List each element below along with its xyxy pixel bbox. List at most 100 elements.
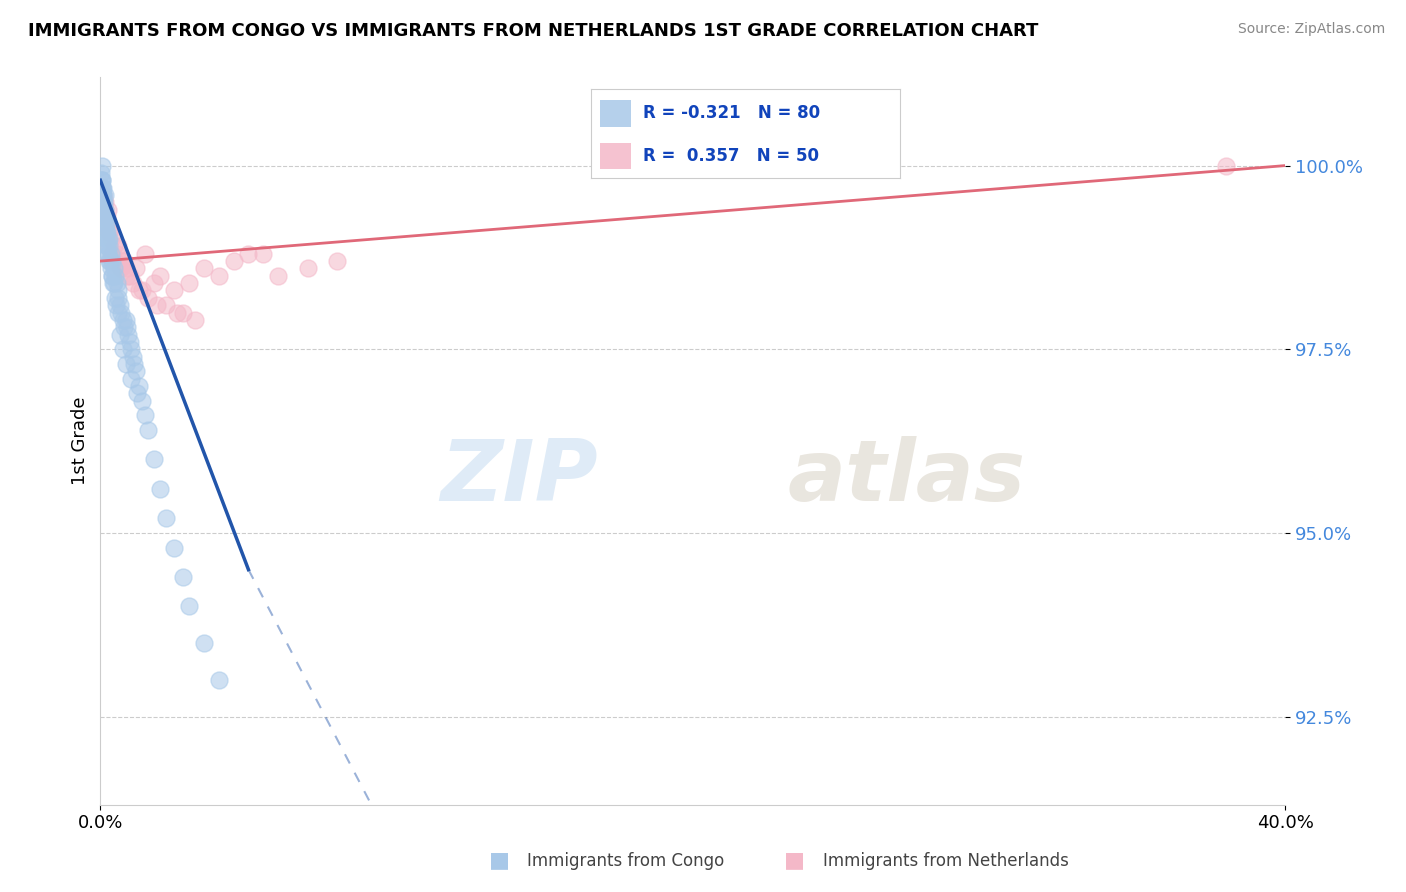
Point (91, 195, 114, 210)
Point (120, 371, 142, 385)
Point (128, 379, 150, 393)
Point (107, 291, 129, 305)
Point (155, 298, 177, 312)
Point (101, 276, 124, 290)
Point (128, 284, 150, 298)
Point (208, 268, 231, 283)
Point (91, 180, 114, 194)
Point (94, 225, 117, 239)
Point (91, 173, 114, 187)
Text: ZIP: ZIP (440, 436, 598, 519)
Point (90, 166, 112, 180)
Point (96, 239, 118, 253)
Point (93, 195, 115, 210)
Point (97, 202, 120, 217)
Point (107, 305, 129, 319)
Point (124, 357, 146, 371)
Point (98, 254, 121, 268)
Point (1215, 159, 1237, 173)
Point (105, 276, 128, 290)
Point (93, 202, 115, 217)
Point (91, 202, 114, 217)
Point (142, 276, 165, 290)
Point (172, 305, 194, 319)
Point (193, 636, 215, 650)
Point (134, 246, 156, 260)
Point (96, 225, 118, 239)
Point (114, 261, 136, 276)
Text: Immigrants from Congo: Immigrants from Congo (527, 852, 724, 870)
Point (90, 180, 112, 194)
Text: ■: ■ (489, 850, 509, 870)
Point (115, 268, 138, 283)
Point (94, 202, 117, 217)
Point (112, 320, 135, 334)
Point (107, 284, 129, 298)
Point (172, 570, 194, 584)
Point (252, 246, 274, 260)
Point (118, 268, 141, 283)
Point (103, 276, 125, 290)
Point (120, 343, 142, 357)
Point (97, 246, 120, 260)
Point (98, 225, 121, 239)
Text: R =  0.357   N = 50: R = 0.357 N = 50 (643, 147, 820, 165)
Point (193, 261, 215, 276)
Text: IMMIGRANTS FROM CONGO VS IMMIGRANTS FROM NETHERLANDS 1ST GRADE CORRELATION CHART: IMMIGRANTS FROM CONGO VS IMMIGRANTS FROM… (28, 22, 1039, 40)
Point (117, 327, 139, 342)
Point (96, 232, 118, 246)
Point (94, 188, 117, 202)
Point (114, 313, 136, 327)
Point (111, 254, 134, 268)
Point (118, 334, 141, 349)
Point (98, 232, 121, 246)
Point (91, 180, 114, 194)
Point (93, 202, 115, 217)
Point (134, 409, 156, 423)
Point (90, 173, 112, 187)
Point (101, 246, 124, 260)
Point (163, 541, 186, 555)
Point (208, 673, 231, 687)
Text: ■: ■ (785, 850, 804, 870)
Point (163, 284, 186, 298)
Point (98, 254, 121, 268)
Point (97, 246, 120, 260)
Point (155, 511, 177, 525)
Point (94, 225, 117, 239)
Point (238, 246, 260, 260)
Point (108, 261, 131, 276)
Text: Immigrants from Netherlands: Immigrants from Netherlands (823, 852, 1069, 870)
Point (122, 350, 145, 364)
Point (90, 180, 112, 194)
Point (107, 239, 129, 253)
Point (145, 298, 167, 312)
Point (96, 218, 118, 232)
Point (136, 423, 159, 437)
Point (90, 159, 112, 173)
Point (91, 195, 114, 210)
Point (96, 239, 118, 253)
Point (101, 268, 124, 283)
Point (267, 268, 290, 283)
Point (93, 218, 115, 232)
Point (104, 298, 127, 312)
Point (110, 327, 132, 342)
Point (100, 268, 122, 283)
Point (142, 452, 165, 467)
Point (100, 232, 122, 246)
Point (94, 202, 117, 217)
Text: R = -0.321   N = 80: R = -0.321 N = 80 (643, 104, 820, 122)
Point (179, 276, 201, 290)
Point (111, 313, 134, 327)
Point (108, 298, 131, 312)
Point (93, 210, 115, 224)
Point (94, 218, 117, 232)
Point (131, 284, 153, 298)
Point (91, 188, 114, 202)
Point (112, 254, 135, 268)
Point (115, 357, 138, 371)
Point (110, 305, 132, 319)
Point (100, 261, 122, 276)
Point (96, 210, 118, 224)
